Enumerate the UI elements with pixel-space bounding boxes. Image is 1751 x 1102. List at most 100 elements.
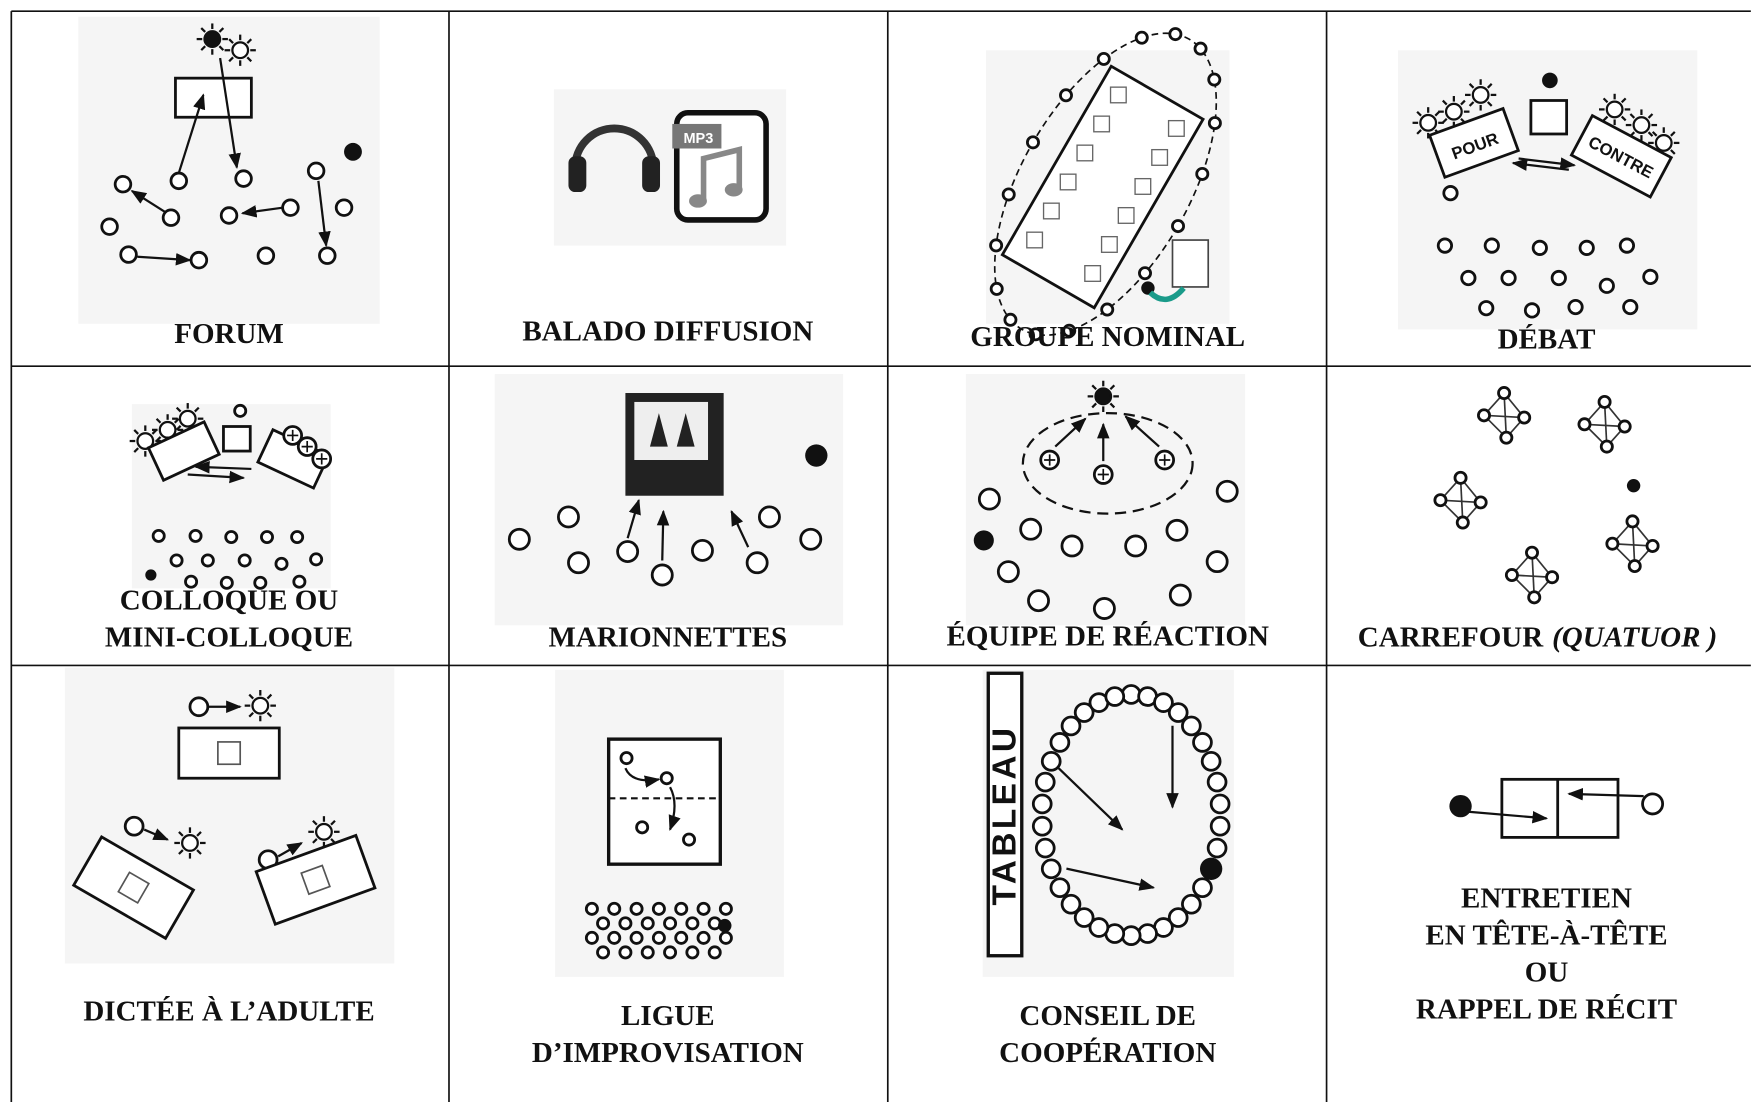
ray	[1109, 384, 1116, 391]
seat	[1104, 686, 1126, 707]
ray	[1602, 97, 1609, 104]
table	[1000, 64, 1205, 310]
arrow	[1518, 157, 1576, 170]
seat	[607, 901, 622, 916]
edge	[1631, 521, 1636, 567]
seat	[292, 574, 307, 589]
cell-label: CARREFOUR (QUATUOR )	[1358, 621, 1718, 653]
screen	[634, 401, 709, 461]
seat	[1073, 702, 1095, 723]
seat	[1531, 239, 1548, 256]
seat	[607, 930, 622, 945]
leader	[805, 444, 828, 467]
cell-label: BALADO DIFFUSION	[522, 316, 813, 348]
seat	[1120, 925, 1142, 946]
ray	[218, 45, 225, 51]
seat	[596, 916, 611, 931]
seat	[1195, 166, 1210, 181]
seat	[184, 574, 199, 589]
seat-square	[300, 864, 331, 896]
seat	[169, 553, 184, 568]
seat	[1167, 702, 1189, 723]
arrow	[1567, 788, 1644, 801]
seat	[1027, 589, 1050, 613]
seat-square	[1109, 86, 1127, 104]
seat	[169, 171, 189, 191]
sun	[1094, 387, 1113, 406]
sun	[136, 432, 155, 450]
table	[1500, 777, 1620, 839]
file-tag	[672, 123, 722, 149]
ray	[1442, 117, 1448, 124]
leader	[718, 918, 732, 933]
arrow	[1054, 417, 1087, 448]
seat	[674, 901, 689, 916]
seat-square	[1151, 148, 1169, 166]
arrow	[1124, 415, 1160, 448]
seat	[290, 530, 305, 545]
plus	[1159, 454, 1171, 466]
seat	[1453, 470, 1468, 485]
leader	[1626, 478, 1641, 493]
seat	[629, 901, 644, 916]
seat	[682, 832, 697, 847]
cell-label: ÉQUIPE DE RÉACTION	[947, 619, 1269, 652]
sign	[1427, 106, 1521, 180]
dashed-ellipse	[1021, 411, 1194, 515]
seat	[696, 901, 711, 916]
seat	[188, 696, 210, 718]
ray	[175, 406, 182, 413]
seat	[1124, 534, 1148, 558]
ray	[1647, 131, 1654, 137]
seat	[1060, 893, 1082, 915]
ray	[155, 418, 162, 424]
seat	[1618, 237, 1636, 254]
document-arrow	[1148, 286, 1186, 303]
seat	[757, 505, 781, 529]
seat	[1138, 266, 1152, 281]
seat	[119, 245, 138, 264]
ray	[246, 56, 253, 63]
ray	[133, 429, 139, 435]
ray	[1629, 113, 1636, 119]
leader	[145, 569, 157, 581]
seat	[1550, 269, 1567, 287]
seat	[507, 527, 531, 551]
ray	[1647, 113, 1654, 119]
seat	[1019, 517, 1043, 541]
seat	[1171, 219, 1185, 234]
seat	[619, 751, 634, 766]
seat	[281, 198, 300, 217]
cell-label: DICTÉE À L’ADULTE	[83, 994, 374, 1027]
sun	[1419, 113, 1438, 132]
move	[668, 786, 681, 832]
seat	[1040, 750, 1062, 772]
headphones	[571, 124, 658, 168]
seat	[161, 208, 181, 227]
seat	[1096, 51, 1111, 66]
seat	[1200, 750, 1222, 772]
seat	[1168, 583, 1192, 607]
leader	[344, 142, 362, 161]
seat	[100, 217, 119, 236]
seat	[718, 930, 733, 945]
arrow	[193, 461, 252, 474]
sun	[1444, 102, 1463, 121]
seat	[1567, 298, 1584, 316]
seat	[1605, 536, 1620, 551]
table	[174, 76, 253, 119]
seat	[1499, 430, 1514, 445]
ray	[312, 819, 318, 826]
seat	[1477, 408, 1491, 423]
ray	[133, 447, 139, 453]
leader	[973, 530, 994, 551]
edge	[1459, 477, 1464, 523]
leader	[1449, 794, 1472, 818]
seat	[1168, 27, 1183, 42]
seat	[1527, 590, 1542, 605]
seat	[1497, 386, 1512, 400]
ray	[1602, 115, 1609, 122]
seat	[1642, 268, 1659, 285]
seat-square	[1042, 202, 1060, 220]
board-frame	[986, 671, 1024, 958]
